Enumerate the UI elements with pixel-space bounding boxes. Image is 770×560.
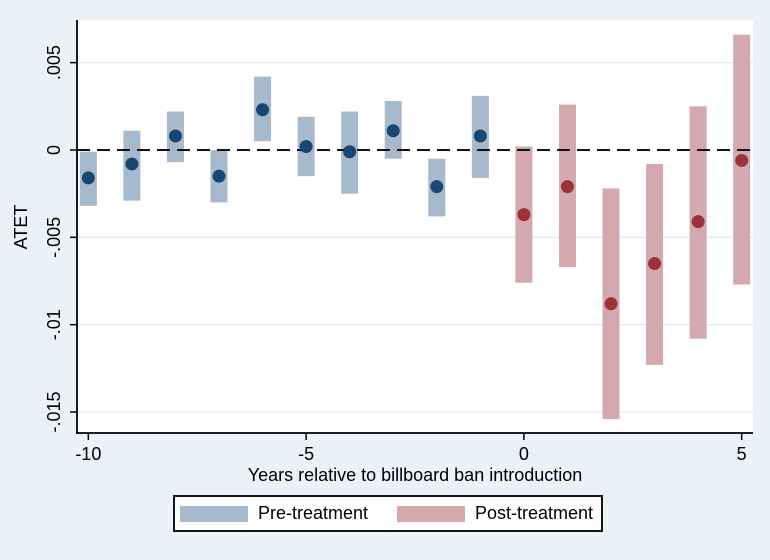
- estimate-dot: [473, 129, 487, 143]
- estimate-dot: [691, 215, 705, 229]
- tick-labels-layer: .005 0 -.005 -.01 -.015 -10 -5 0 5: [44, 45, 747, 464]
- y-tick-label: .005: [44, 45, 64, 80]
- estimate-dot: [735, 153, 749, 167]
- y-tick-label: -.01: [44, 309, 64, 340]
- estimate-dot: [168, 129, 182, 143]
- estimate-dot: [560, 180, 574, 194]
- x-tick-label: 0: [519, 444, 529, 464]
- estimate-dot: [386, 124, 400, 138]
- estimate-dot: [343, 145, 357, 159]
- estimate-dot: [212, 169, 226, 183]
- plot-area: [77, 20, 753, 433]
- legend-label-pre-treatment: Pre-treatment: [258, 503, 369, 523]
- x-tick-label: -10: [75, 444, 101, 464]
- estimate-dot: [648, 257, 662, 271]
- estimate-dots-layer: [81, 103, 749, 311]
- axes-layer: [70, 20, 753, 440]
- x-tick-label: 5: [737, 444, 747, 464]
- y-tick-label: -.015: [44, 392, 64, 433]
- x-axis-title: Years relative to billboard ban introduc…: [248, 465, 583, 485]
- pre-treatment-swatch: [180, 505, 248, 522]
- estimate-dot: [299, 139, 313, 153]
- estimate-dot: [81, 171, 95, 185]
- x-tick-label: -5: [298, 444, 314, 464]
- estimate-dot: [604, 297, 618, 311]
- gridlines-layer: [77, 61, 753, 413]
- y-tick-label: 0: [44, 145, 64, 155]
- legend: Pre-treatment Post-treatment: [173, 495, 603, 532]
- post-treatment-swatch: [397, 505, 465, 522]
- legend-item-post-treatment: Post-treatment: [397, 497, 593, 530]
- y-axis-title: ATET: [11, 205, 31, 250]
- estimate-dot: [256, 103, 270, 117]
- legend-label-post-treatment: Post-treatment: [475, 503, 594, 523]
- estimate-dot: [517, 208, 531, 222]
- legend-item-pre-treatment: Pre-treatment: [180, 497, 368, 530]
- estimate-dot: [430, 180, 444, 194]
- y-tick-label: -.005: [44, 217, 64, 258]
- estimate-dot: [125, 157, 139, 171]
